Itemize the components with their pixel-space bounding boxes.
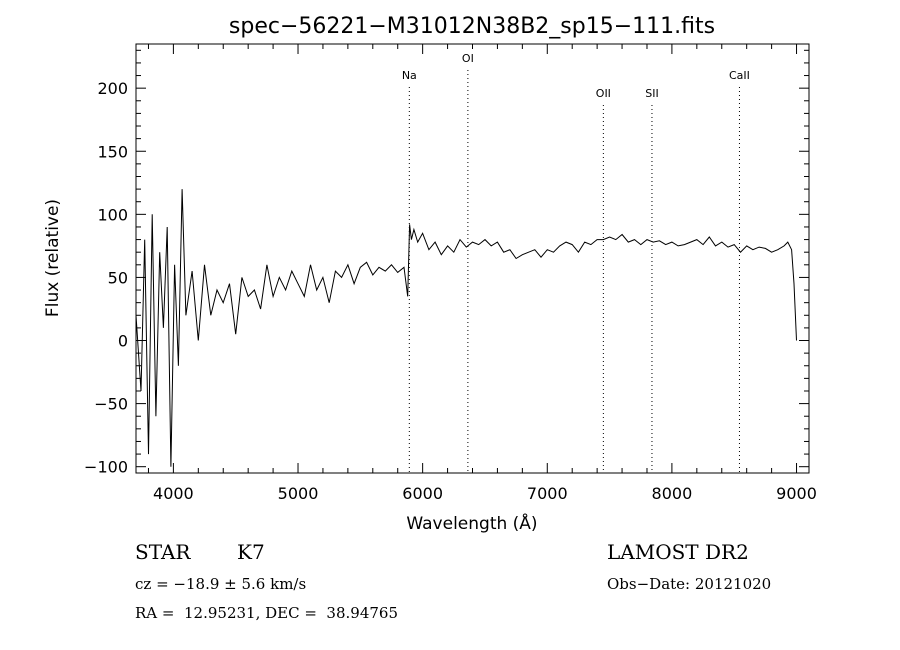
x-tick-label: 4000: [153, 484, 194, 503]
y-axis: −100 −50 0 50 100 150 200: [84, 49, 809, 477]
series-line-spectrum: [135, 189, 797, 467]
coordinates: RA = 12.95231, DEC = 38.94765: [135, 604, 399, 622]
y-tick-label: −100: [84, 458, 128, 477]
x-tick-label: 8000: [652, 484, 693, 503]
line-label-oi: OI: [462, 52, 474, 65]
chart-title: spec−56221−M31012N38B2_sp15−111.fits: [229, 14, 715, 39]
object-subclass: K7: [237, 540, 265, 564]
y-tick-label: 0: [118, 332, 128, 351]
obs-date: Obs−Date: 20121020: [607, 575, 772, 593]
y-tick-label: 150: [97, 142, 128, 161]
cz-velocity: cz = −18.9 ± 5.6 km/s: [135, 575, 307, 593]
plot-frame: [135, 43, 810, 474]
line-label-caii: CaII: [729, 69, 750, 82]
y-tick-label: 100: [97, 205, 128, 224]
x-tick-label: 6000: [402, 484, 443, 503]
survey-name: LAMOST DR2: [607, 540, 749, 564]
y-axis-label: Flux (relative): [43, 199, 63, 317]
x-tick-label: 7000: [527, 484, 568, 503]
object-class: STAR: [135, 540, 191, 564]
line-label-sii: SII: [645, 87, 658, 100]
line-label-na: Na: [402, 69, 417, 82]
y-tick-label: 50: [108, 268, 128, 287]
y-tick-label: −50: [94, 395, 128, 414]
emission-line-markers: Na OI OII SII CaII: [402, 52, 750, 473]
y-tick-label: 200: [97, 79, 128, 98]
x-axis-label: Wavelength (Å): [406, 512, 537, 534]
x-tick-label: 5000: [278, 484, 319, 503]
x-tick-label: 9000: [776, 484, 817, 503]
x-axis: 4000 5000 6000 7000 8000 9000: [147, 44, 817, 503]
line-label-oii: OII: [596, 87, 611, 100]
